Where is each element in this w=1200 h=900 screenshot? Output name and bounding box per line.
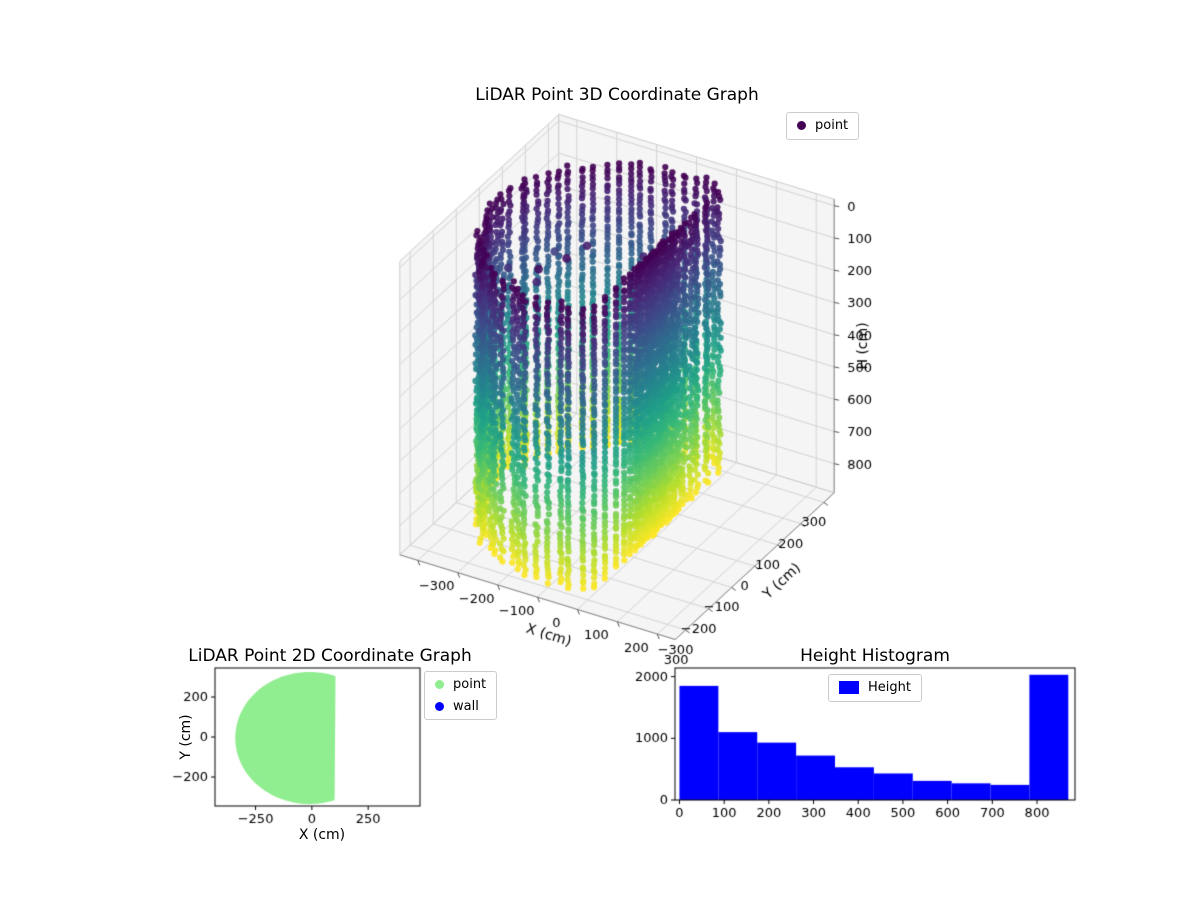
plot2d-ylabel: Y (cm) — [178, 714, 194, 760]
histogram-legend-label: Height — [868, 680, 911, 695]
height-bar-swatch-icon — [839, 681, 860, 695]
plot2d-title: LiDAR Point 2D Coordinate Graph — [188, 646, 472, 666]
point-marker-icon — [435, 680, 444, 690]
plot2d-xlabel: X (cm) — [298, 827, 346, 843]
histogram-legend[interactable]: Height — [828, 674, 922, 702]
plot3d-title: LiDAR Point 3D Coordinate Graph — [475, 85, 759, 105]
histogram-legend-entry-height: Height — [839, 679, 911, 697]
plot2d-legend-entry-wall: wall — [435, 698, 479, 716]
plot2d-legend[interactable]: point wall — [424, 671, 498, 721]
plot2d-legend-label-point: point — [453, 677, 487, 692]
plot3d-legend-label: point — [815, 118, 849, 133]
plot3d-legend-entry-point: point — [797, 117, 848, 135]
histogram-title: Height Histogram — [800, 646, 950, 666]
point-marker-icon — [797, 121, 806, 131]
wall-marker-icon — [435, 701, 444, 711]
plot2d-legend-label-wall: wall — [453, 698, 479, 714]
plot2d-legend-entry-point: point — [435, 676, 486, 694]
plot3d-legend[interactable]: point — [786, 112, 860, 140]
